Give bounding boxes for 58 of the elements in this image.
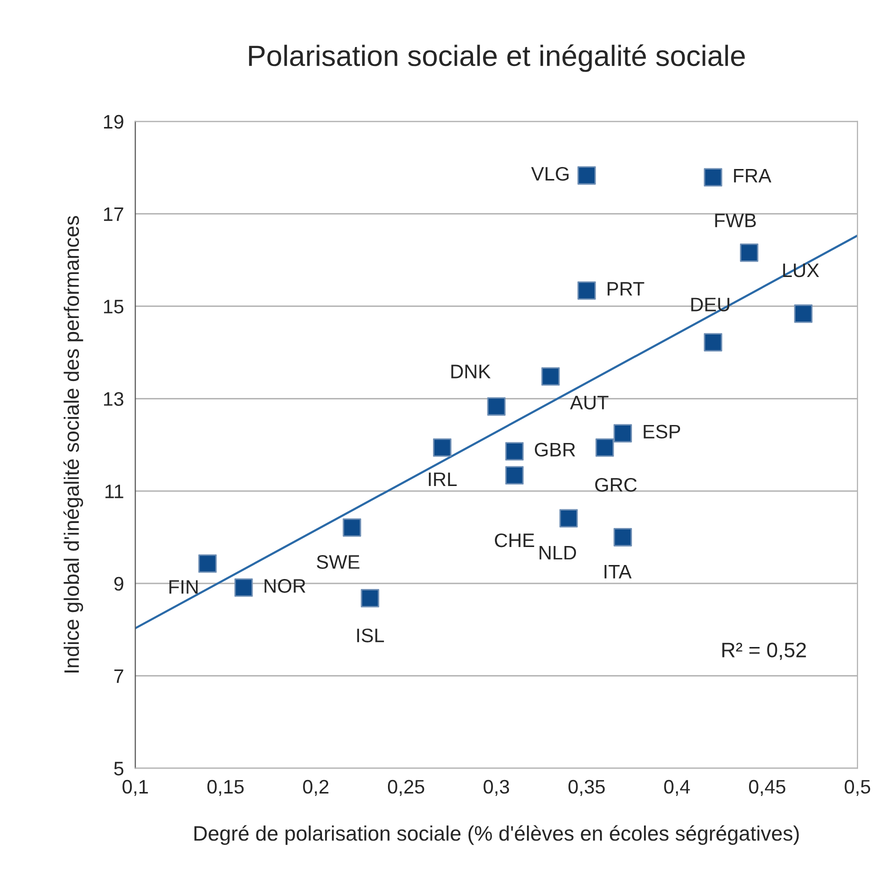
x-tick-label: 0,3 [484, 780, 510, 796]
x-tick-label: 0,4 [664, 780, 690, 796]
point [577, 166, 596, 185]
point [541, 367, 560, 386]
annotation: GRC [595, 478, 637, 492]
x-tick-label: 0,2 [303, 780, 328, 796]
x-tick-label: 0,15 [207, 780, 244, 796]
annotation: DNK [451, 364, 491, 378]
annotation: SWE [316, 555, 360, 569]
annotation: PRT [608, 282, 644, 296]
x-tick-label: 0,25 [388, 780, 424, 796]
chart-title: Polarisation sociale et inégalité sociale [249, 44, 745, 72]
annotation: NOR [264, 579, 306, 593]
x-tick-label: 0,1 [122, 780, 148, 796]
point [794, 304, 813, 323]
y-tick-label: 5 [114, 762, 124, 776]
annotation: ITA [604, 565, 632, 578]
x-tick-label: 0,5 [844, 780, 870, 796]
y-tick-label: 9 [114, 576, 124, 591]
annotation: FWB [715, 214, 756, 228]
point [433, 438, 452, 457]
y-axis-title: Indice global d'inégalité sociale des performances [63, 216, 84, 672]
annotation: FRA [734, 168, 772, 182]
annotation: FIN [169, 580, 198, 594]
point [505, 442, 524, 461]
x-axis-title: Degré de polarisation sociale (% d'élèves en écoles ségrégatives) [194, 825, 799, 845]
annotation: ESP [644, 424, 680, 439]
y-tick-label: 13 [104, 392, 124, 406]
point [234, 578, 253, 597]
point [198, 554, 217, 573]
x-tick-label: 0,45 [749, 780, 786, 796]
annotation: CHE [494, 533, 534, 548]
annotation: DEU [691, 298, 730, 312]
point [505, 466, 524, 485]
point [740, 243, 758, 262]
annotation: NLD [540, 546, 576, 560]
point [360, 589, 380, 608]
point [487, 397, 506, 416]
point [614, 424, 632, 442]
y-tick-label: 17 [104, 208, 124, 221]
y-tick-label: 15 [104, 300, 124, 314]
point [577, 281, 596, 300]
annotation: VLG [531, 166, 569, 181]
point [704, 333, 722, 352]
x-tick-label: 0,35 [568, 780, 605, 796]
point [596, 438, 614, 457]
point [342, 518, 362, 537]
point [559, 509, 578, 528]
annotation: R² = 0,52 [722, 642, 806, 660]
y-tick-label: 19 [104, 114, 124, 129]
annotation: AUT [570, 396, 608, 410]
y-tick-label: 7 [114, 670, 124, 683]
annotation: ISL [357, 628, 384, 642]
annotation: IRL [428, 472, 457, 486]
y-tick-label: 11 [105, 484, 124, 498]
point [614, 528, 632, 546]
annotation: GBR [534, 442, 576, 457]
point [704, 168, 722, 187]
